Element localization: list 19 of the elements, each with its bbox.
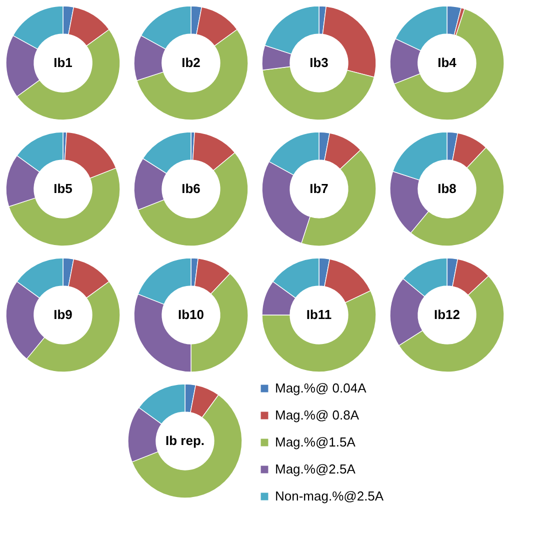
text: Ib7 [310,181,328,196]
text: Ib2 [182,55,200,70]
legend-label: Mag.%@ 0.8A [275,408,360,422]
text: Ib3 [310,55,328,70]
text: Ib1 [54,55,72,70]
text: Ib rep. [165,433,205,448]
text: Ib8 [438,181,456,196]
text: Ib12 [434,307,460,322]
text: Ib9 [54,307,72,322]
text: Ib6 [182,181,200,196]
donut-slice [394,8,504,120]
legend-label: Non-mag.%@2.5A [275,488,384,504]
text: Ib10 [178,307,204,322]
text: Ib4 [438,55,458,70]
legend-label: Mag.%@2.5A [275,462,356,476]
text: Ib5 [54,181,72,196]
text: Ib11 [306,307,332,322]
legend-label: Mag.%@1.5A [275,434,356,450]
legend-label: Mag.%@ 0.04A [275,380,367,396]
